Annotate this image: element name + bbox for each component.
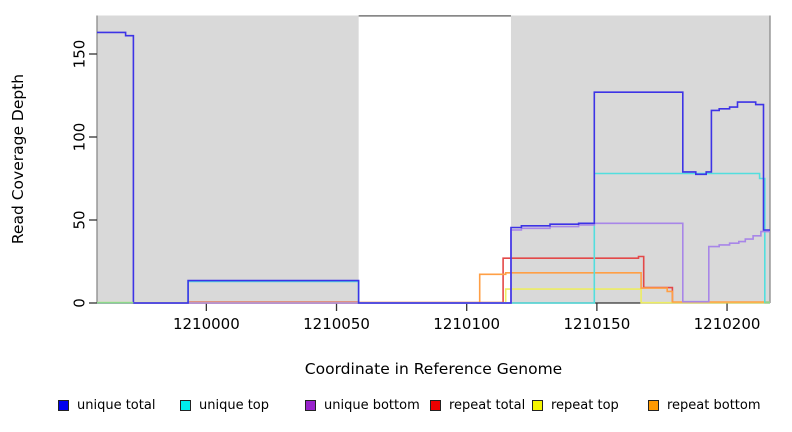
x-tick-label: 1210200 bbox=[694, 315, 761, 333]
series-repeat-bottom bbox=[97, 272, 770, 304]
x-axis-title: Coordinate in Reference Genome bbox=[304, 360, 563, 378]
series-unique-total bbox=[97, 31, 770, 304]
x-tick-label: 1210050 bbox=[303, 315, 370, 333]
legend-label: repeat total bbox=[449, 397, 526, 413]
series-unique-bottom bbox=[97, 222, 770, 304]
unique-total-swatch-icon bbox=[58, 399, 69, 411]
shaded-region bbox=[510, 15, 770, 303]
x-tick-label: 1210000 bbox=[173, 315, 240, 333]
y-tick-label: 150 bbox=[71, 40, 89, 69]
y-tick-label: 100 bbox=[71, 123, 89, 152]
repeat-top-swatch-icon bbox=[532, 399, 543, 411]
x-tick-label: 1210150 bbox=[563, 315, 630, 333]
unique-bottom-swatch-icon bbox=[305, 399, 316, 411]
legend-label: unique total bbox=[77, 397, 156, 413]
legend-item-repeat-total: repeat total bbox=[430, 397, 525, 413]
legend-item-unique-total: unique total bbox=[58, 397, 155, 413]
legend-item-unique-top: unique top bbox=[180, 397, 269, 413]
y-tick-label: 50 bbox=[71, 210, 89, 229]
legend-item-unique-bottom: unique bottom bbox=[305, 397, 420, 413]
legend-item-repeat-top: repeat top bbox=[532, 397, 619, 413]
repeat-bottom-swatch-icon bbox=[648, 399, 659, 411]
legend-label: unique top bbox=[199, 397, 270, 413]
repeat-total-swatch-icon bbox=[430, 399, 441, 411]
x-tick-label: 1210100 bbox=[433, 315, 500, 333]
unique-top-swatch-icon bbox=[180, 399, 191, 411]
legend-label: repeat top bbox=[551, 397, 619, 413]
y-tick-label: 0 bbox=[71, 298, 89, 308]
y-axis-title: Read Coverage Depth bbox=[9, 73, 27, 245]
legend-label: unique bottom bbox=[324, 397, 420, 413]
legend-item-repeat-bottom: repeat bottom bbox=[648, 397, 761, 413]
shaded-region bbox=[97, 15, 359, 303]
legend-label: repeat bottom bbox=[667, 397, 761, 413]
